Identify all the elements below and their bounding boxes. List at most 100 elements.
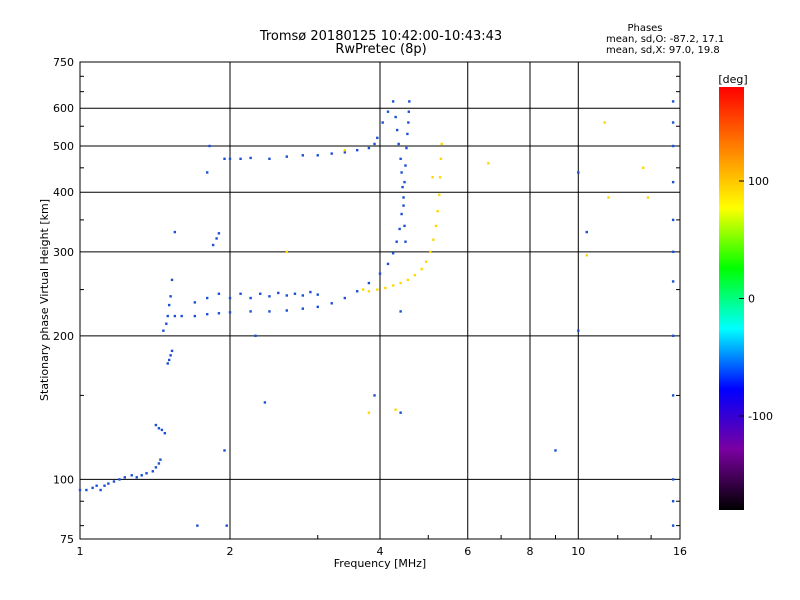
data-point-o [386, 110, 390, 113]
data-point-o [169, 354, 172, 357]
data-point-o [316, 154, 319, 157]
data-point-o [103, 484, 106, 487]
data-point-x [607, 196, 610, 199]
data-point-o [165, 322, 168, 325]
data-point-x [391, 284, 395, 287]
data-point-o [228, 157, 232, 161]
x-tick-label: 10 [571, 545, 585, 558]
data-point-o [330, 302, 333, 305]
data-point-o [343, 151, 347, 154]
colorbar-tick-label: -100 [748, 410, 773, 423]
data-point-o [671, 144, 675, 148]
data-point-o [215, 237, 218, 240]
data-point-x [585, 254, 588, 257]
data-point-x [434, 224, 438, 228]
data-point-o [157, 462, 161, 465]
y-tick-label: 75 [60, 533, 74, 546]
data-point-o [130, 474, 133, 477]
data-point-o [160, 428, 164, 432]
data-point-o [140, 474, 143, 477]
data-point-o [217, 312, 221, 315]
y-tick-label: 100 [53, 473, 74, 486]
data-point-o [99, 488, 102, 492]
data-point-o [225, 524, 228, 527]
colorbar-tick-label: 100 [748, 175, 769, 188]
data-point-x [603, 121, 606, 124]
data-point-o [166, 362, 169, 365]
data-point-o [394, 115, 397, 119]
data-point-o [223, 449, 226, 452]
data-point-o [671, 121, 675, 124]
data-point-o [285, 155, 288, 158]
data-point-o [403, 180, 406, 184]
data-point-o [118, 478, 121, 481]
data-point-o [249, 310, 252, 313]
data-point-o [407, 121, 410, 124]
data-point-o [145, 472, 148, 475]
data-point-o [671, 250, 675, 254]
data-point-o [228, 311, 232, 314]
data-point-x [367, 290, 371, 293]
data-point-o [123, 476, 126, 479]
data-point-o [78, 488, 82, 492]
data-point-o [254, 334, 257, 338]
data-point-o [167, 358, 171, 362]
data-point-o [249, 296, 252, 300]
data-point-o [316, 293, 319, 296]
data-point-o [301, 307, 305, 310]
data-point-o [343, 296, 347, 300]
colorbar-label: [deg] [718, 73, 747, 86]
y-tick-label: 600 [53, 102, 74, 115]
colorbar-ticks: 100 0 -100 [739, 175, 773, 423]
data-point-x [440, 142, 443, 146]
data-point-o [400, 212, 403, 216]
data-point-o [205, 312, 209, 316]
x-tick-labels: 1 2 4 6 8 10 16 [77, 545, 688, 558]
data-point-o [407, 110, 411, 113]
data-point-o [166, 314, 169, 318]
data-point-o [395, 128, 399, 132]
grid-lines [80, 62, 680, 539]
y-tick-label: 400 [53, 186, 74, 199]
data-point-o [355, 290, 359, 293]
data-point-o [309, 290, 312, 294]
data-point-x [642, 166, 645, 170]
data-point-o [211, 243, 215, 247]
data-point-x [487, 162, 490, 165]
stats-line-o: mean, sd,O: -87.2, 17.1 [606, 34, 724, 45]
data-point-o [154, 466, 158, 469]
data-point-x [343, 148, 347, 152]
data-point-o [259, 292, 262, 295]
data-point-o [400, 171, 403, 174]
data-point-x [413, 273, 417, 277]
data-point-o [395, 240, 398, 243]
data-point-o [263, 401, 267, 404]
data-point-o [577, 329, 580, 332]
data-point-o [157, 427, 161, 430]
data-point-o [355, 148, 359, 152]
data-point-o [217, 292, 221, 295]
data-point-x [438, 176, 442, 179]
data-point-o [193, 314, 197, 318]
data-point-o [391, 100, 395, 103]
data-point-o [170, 349, 174, 353]
data-point-x [399, 281, 402, 285]
data-point-o [167, 303, 171, 307]
y-tick-label: 500 [53, 140, 74, 153]
data-point-o [398, 227, 401, 231]
data-point-o [399, 411, 402, 414]
x-tick-label: 6 [464, 545, 471, 558]
data-point-o [405, 146, 408, 150]
data-point-x [394, 408, 397, 411]
data-point-x [646, 196, 650, 199]
data-point-o [239, 157, 242, 161]
data-point-o [404, 164, 407, 167]
data-point-o [162, 329, 165, 332]
x-tick-label: 8 [527, 545, 534, 558]
data-point-x [439, 157, 443, 161]
data-point-o [554, 449, 557, 452]
data-point-x [438, 193, 441, 197]
y-axis-label: Stationary phase Virtual Height [km] [38, 199, 51, 401]
data-point-o [577, 171, 580, 174]
